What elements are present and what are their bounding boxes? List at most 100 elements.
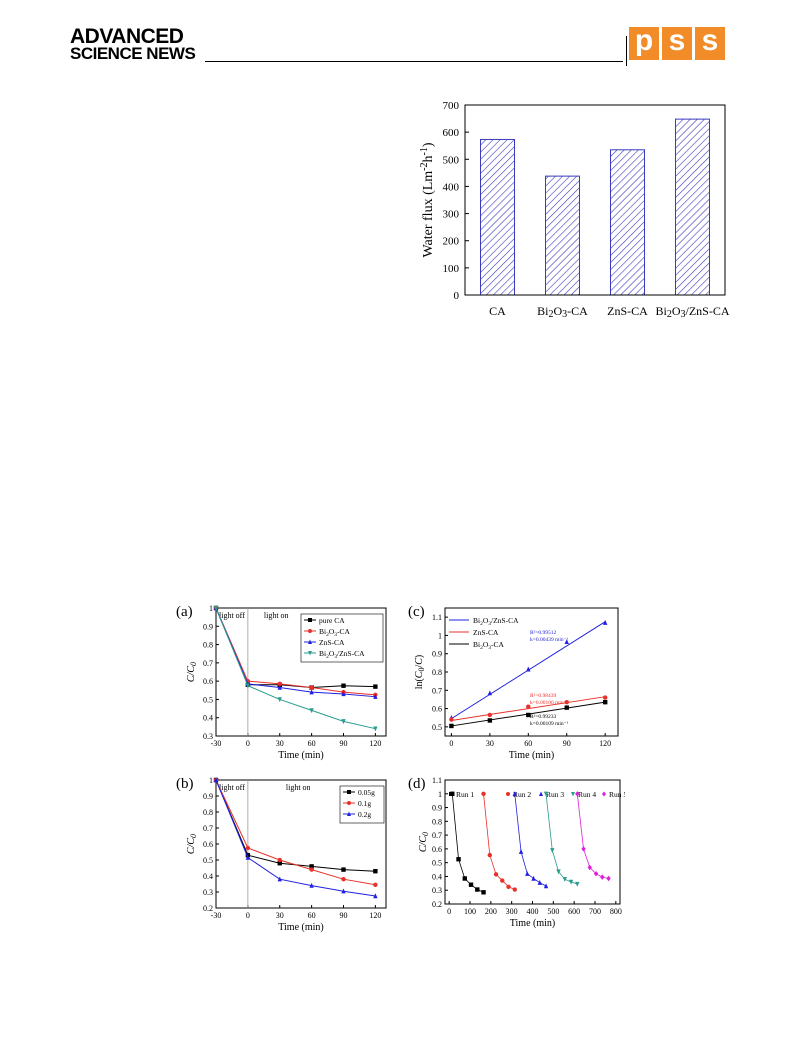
panel-b-point-2-2 [277,876,282,882]
panel-a-ylabel: C/C0 [186,662,198,682]
panel-a-annotation-light-on: light on [264,611,289,620]
panel-a-ytick-label-6: 0.9 [203,622,213,631]
panel-a-ytick-label-4: 0.7 [203,659,213,668]
panel-a-xtick-label-4: 90 [340,739,348,748]
panel-a-legend-marker-2 [308,639,312,644]
flux-category-label-1-part-4: -CA [567,304,588,318]
panel-d-point-0-2 [462,876,467,881]
panel-d-point-3-3 [562,877,567,882]
flux-ylabel-part-1: -2 [419,162,430,170]
panel-d-legend-marker-3 [571,792,575,797]
panel-d-point-3-0 [543,791,549,797]
panel-b-point-1-1 [245,845,251,851]
flux-category-label-1-part-2: O [554,304,563,318]
panel-c-ytick-label-0: 0.5 [432,723,442,732]
panel-d-point-4-5 [606,875,611,882]
panel-c-legend-text-2: Bi2O3-CA [473,640,505,651]
panel-c-k-2: k=0.00109 min⁻¹ [530,721,569,727]
panel-b-ytick-label-6: 0.8 [203,808,213,817]
panel-c-point-2-2 [526,712,531,718]
panel-a-ytick-label-0: 0.3 [203,732,213,741]
panel-b-ytick-label-3: 0.5 [203,856,213,865]
panel-d-point-3-4 [568,879,574,885]
panel-a-point-2-2 [277,684,282,690]
panel-a-point-3-4 [341,719,346,725]
flux-bar-1 [545,175,580,296]
panel-c-legend-text-2-part-4: -CA [491,640,505,649]
panel-d-series-line-0 [451,793,484,893]
panel-b-ytick-label-0: 0.2 [203,904,213,913]
panel-b-ytick-label-5: 0.7 [203,824,213,833]
panel-b-xlabel: Time (min) [278,922,323,933]
panel-b-xtick-label-5: 120 [369,911,381,920]
panel-d-legend-marker-0 [449,792,453,796]
panel-d-point-1-2 [493,872,499,877]
flux-axes-frame [464,104,726,296]
journal-logo-line2: SCIENCE NEWS [70,44,196,63]
panel-c-xtick-label-0: 0 [449,739,453,748]
panel-d-point-0-3 [468,882,474,887]
panel-a-legend-text-2: ZnS-CA [319,638,345,647]
panel-d-legend-text-2: Run 3 [546,790,564,799]
panel-b-xtick-label-2: 30 [276,911,284,920]
panel-a-ytick-label-7: 1 [209,604,213,613]
panel-c-legend-text-0-part-0: Bi [473,616,480,625]
panel-c-ylabel-b: C [414,671,425,678]
panel-b-legend-text-1-part-0: 0.1g [358,799,371,808]
panel-a-point-2-4 [341,691,346,697]
panel-d-point-4-2 [587,864,592,871]
flux-category-label-0-part-0: CA [489,304,506,318]
flux-category-label-3-part-0: Bi [655,304,667,318]
panel-a-frame [215,607,387,737]
panel-a-legend-text-0-part-0: pure CA [319,616,345,625]
panel-c-r2-2: R²=0.99233 [530,714,557,720]
panel-a-legend-text-1-part-3: 3 [334,632,337,638]
panel-d-ytick-label-7: 0.9 [432,804,442,813]
journal-logo-line1: ADVANCED [70,25,184,48]
panel-d-ytick-label-5: 0.7 [432,831,442,840]
flux-category-label-1: Bi2O3-CA [537,304,588,320]
panel-a-point-3-2 [277,697,282,703]
panel-a-point-0-4 [341,683,346,688]
flux-ytick-label-0: 0 [454,290,460,302]
panel-d-point-1-5 [512,887,517,892]
panel-a-label: (a) [176,604,193,620]
panel-a-point-1-2 [277,681,282,687]
panel-b-legend-text-2-part-0: 0.2g [358,810,371,819]
panel-b-legend-text-0: 0.05g [358,788,375,797]
panel-a-legend-text-3-part-3: 3 [334,654,337,660]
panel-c-legend-text-0-part-1: 2 [480,621,483,627]
pss-logo: p s s [629,26,725,60]
panel-b-point-1-5 [373,882,378,887]
panel-a-legend-text-3-part-0: Bi [319,649,326,658]
water-flux-chart: CA Bi2O3-CA ZnS-CA Bi2O3/ZnS-CA010020030040… [419,100,730,320]
panel-c-legend-text-0-part-4: /ZnS-CA [491,616,519,625]
panel-c-k-1: k=0.00106 min⁻¹ [530,700,569,706]
panel-b-legend-text-2: 0.2g [358,810,371,819]
panel-b-annotation-light-off: light off [219,783,245,792]
panel-c-label: (c) [408,604,425,620]
panel-d-xtick-label-1: 100 [464,907,476,916]
panel-c-ylabel-c: 0 [417,668,426,672]
panel-b-legend-marker-1 [347,801,351,805]
panel-a-legend-marker-3 [308,651,312,656]
panel-c-point-0-4 [602,619,608,625]
panel-a-legend-text-1-part-4: -CA [337,627,351,636]
panel-c-point-0-3 [564,639,569,645]
panel-d-ytick-label-2: 0.4 [432,872,442,881]
panel-d-series-line-3 [545,793,578,885]
panel-b-point-1-4 [341,877,346,882]
panel-c-legend-text-2-part-3: 3 [488,645,491,651]
panel-d-point-2-5 [543,883,549,889]
panel-a-ytick-label-2: 0.5 [203,695,213,704]
flux-category-label-3-part-2: O [672,304,681,318]
panel-a-xlabel: Time (min) [278,750,323,761]
panel-c-ytick-label-2: 0.7 [432,686,442,695]
panel-a-legend-text-1-part-1: 2 [326,632,329,638]
panel-c-legend-text-0-part-2: O [483,616,489,625]
flux-ylabel-part-0: Water flux (Lm [421,171,436,258]
panel-d-ytick-label-4: 0.6 [432,845,442,854]
panel-c-ytick-label-5: 1 [438,631,442,640]
panel-c-r2-1: R²=0.98439 [530,693,557,699]
